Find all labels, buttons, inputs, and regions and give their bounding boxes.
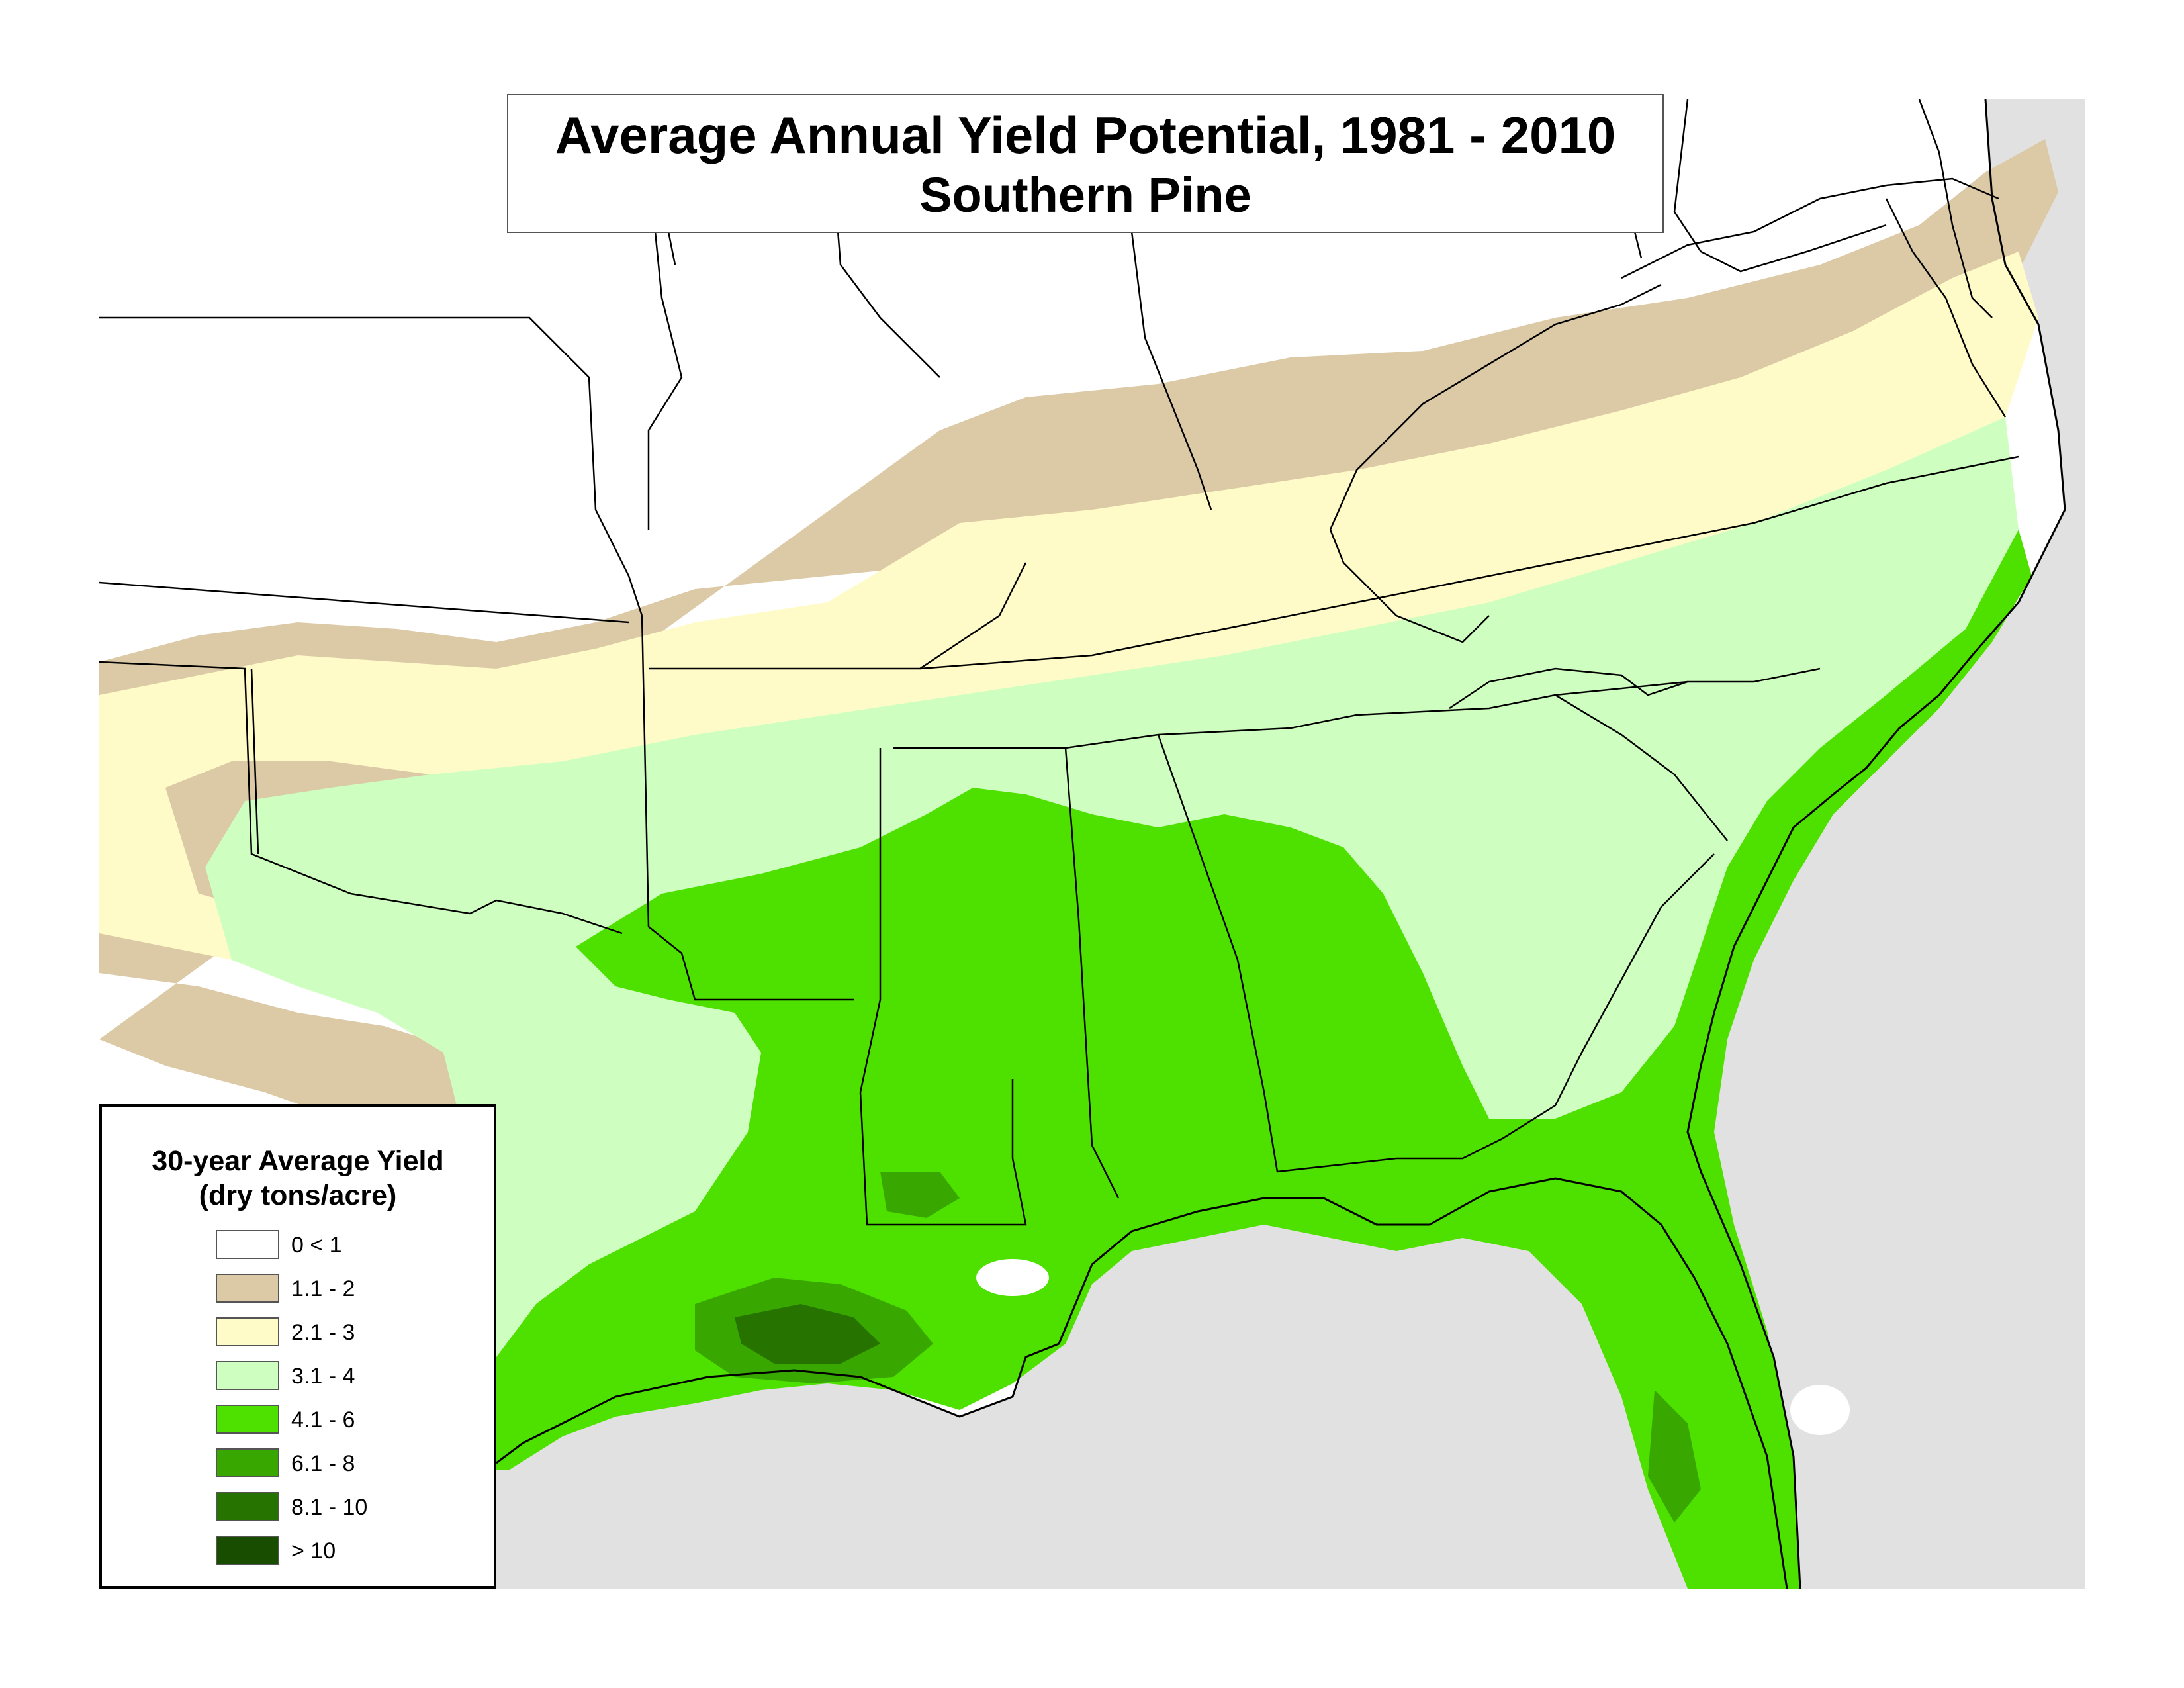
legend-item: 2.1 - 3 — [216, 1317, 467, 1348]
ocean-water — [490, 99, 2085, 1589]
legend-item: > 10 — [216, 1536, 467, 1566]
legend-swatch — [216, 1274, 279, 1303]
legend-label: > 10 — [291, 1538, 336, 1564]
legend-title-line2: (dry tons/acre) — [199, 1180, 397, 1211]
legend-item: 3.1 - 4 — [216, 1361, 467, 1391]
legend-swatch — [216, 1448, 279, 1477]
map-title: Average Annual Yield Potential, 1981 - 2… — [555, 106, 1616, 164]
coastline — [496, 99, 2066, 1589]
zone-2-3 — [99, 252, 2038, 1238]
legend-swatch — [216, 1536, 279, 1565]
legend-item: 4.1 - 6 — [216, 1405, 467, 1435]
legend-title: 30-year Average Yield (dry tons/acre) — [102, 1144, 494, 1213]
legend-label: 0 < 1 — [291, 1233, 342, 1258]
zone-8-10 — [735, 1304, 880, 1364]
legend-swatch — [216, 1361, 279, 1390]
lake-pontchartrain — [976, 1259, 1049, 1296]
map-title-box: Average Annual Yield Potential, 1981 - 2… — [507, 94, 1664, 233]
state-borders — [99, 99, 2019, 1226]
legend-swatch — [216, 1492, 279, 1521]
legend-label: 6.1 - 8 — [291, 1451, 355, 1476]
legend-label: 2.1 - 3 — [291, 1320, 355, 1345]
legend-label: 1.1 - 2 — [291, 1276, 355, 1301]
zone-6-8 — [695, 1172, 1701, 1523]
legend-swatch — [216, 1230, 279, 1259]
legend-item: 8.1 - 10 — [216, 1492, 467, 1523]
legend-title-line1: 30-year Average Yield — [152, 1145, 444, 1177]
legend: 30-year Average Yield (dry tons/acre) 0 … — [99, 1104, 496, 1589]
legend-item: 1.1 - 2 — [216, 1274, 467, 1304]
map-frame — [99, 99, 2085, 1589]
lake-okeechobee — [1790, 1385, 1850, 1435]
legend-label: 4.1 - 6 — [291, 1407, 355, 1432]
legend-swatch — [216, 1405, 279, 1434]
legend-item: 6.1 - 8 — [216, 1448, 467, 1479]
yield-map — [99, 99, 2085, 1589]
legend-label: 3.1 - 4 — [291, 1364, 355, 1389]
map-subtitle: Southern Pine — [919, 167, 1251, 222]
legend-swatch — [216, 1317, 279, 1346]
legend-label: 8.1 - 10 — [291, 1495, 368, 1520]
legend-item: 0 < 1 — [216, 1230, 467, 1260]
